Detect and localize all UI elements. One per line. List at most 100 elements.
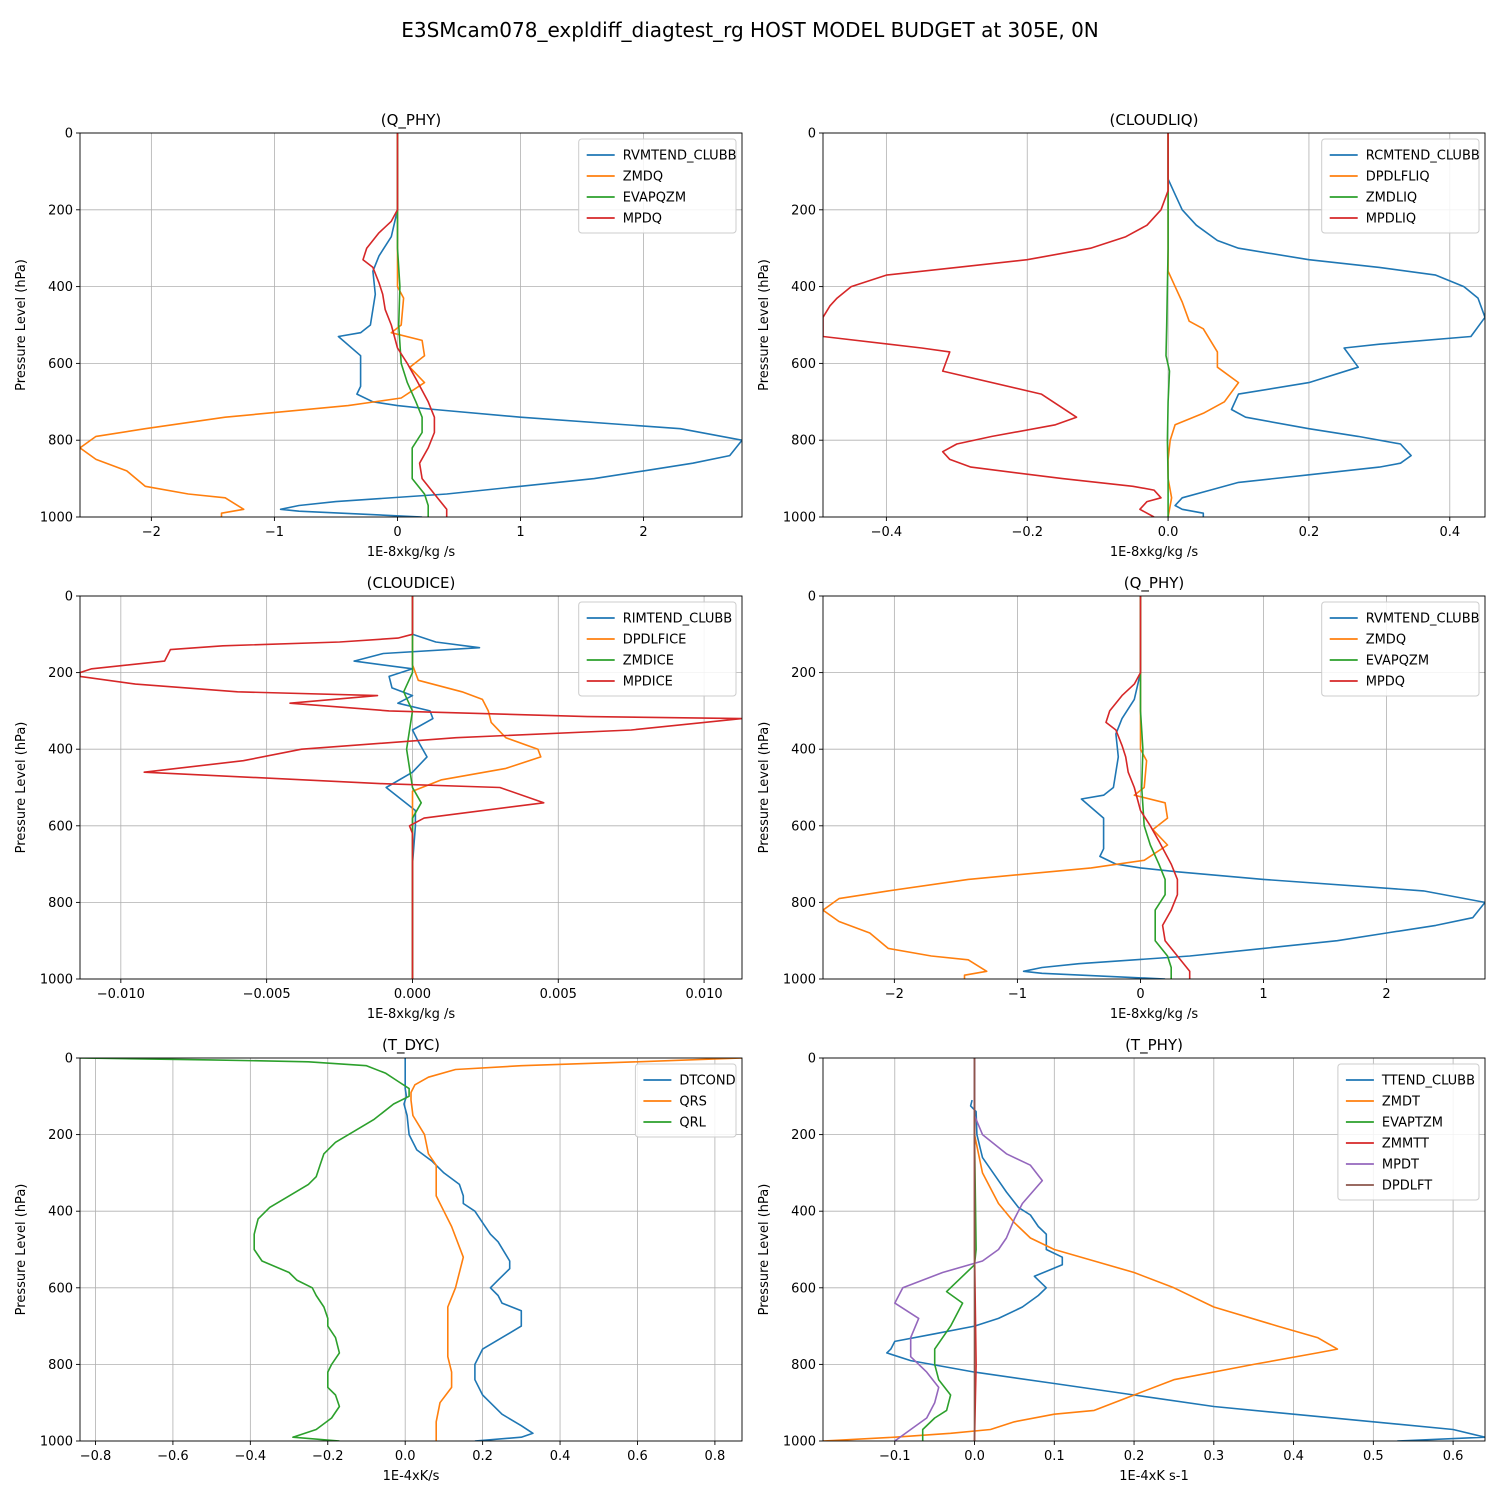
legend-label: RIMTEND_CLUBB [623,612,733,627]
axes-frame [79,1057,743,1442]
y-tick-label: 400 [791,280,816,295]
legend-label: MPDLIQ [1366,212,1416,227]
series-line-dtcond [403,1058,534,1441]
legend-label: ZMDQ [623,170,663,185]
x-tick-label: 2 [639,525,647,540]
series-line-mpdliq [823,133,1169,517]
legend-label: DPDLFLIQ [1366,170,1430,185]
y-tick-label: 0 [65,1052,73,1067]
series-line-qrl [80,1058,410,1441]
y-tick-label: 200 [791,666,816,681]
legend-label: MPDQ [623,212,662,227]
x-tick-label: 0.2 [1124,1449,1145,1464]
legend: TTEND_CLUBB ZMDT EVAPTZM ZMMTT MPDT DPDLFT [1337,1063,1480,1201]
legend-label: TTEND_CLUBB [1381,1074,1475,1089]
axes-frame [822,1057,1486,1442]
y-tick-label: 1000 [783,1435,816,1450]
legend: RCMTEND_CLUBB DPDLFLIQ ZMDLIQ MPDLIQ [1321,138,1480,234]
y-tick-label: 800 [48,434,73,449]
y-axis-label: Pressure Level (hPa) [757,1184,772,1316]
x-tick-label: 0.0 [395,1449,416,1464]
y-tick-label: 200 [791,203,816,218]
legend-label: ZMDICE [623,654,674,669]
x-tick-label: 0.4 [1439,525,1460,540]
panel-title: (T_PHY) [1125,1036,1183,1055]
x-axis-label: 1E-8xkg/kg /s [367,545,456,560]
axes-frame [822,595,1486,980]
series-group [823,1058,1485,1441]
legend-label: DTCOND [679,1074,735,1089]
x-tick-label: 0.2 [1299,525,1320,540]
y-tick-label: 600 [48,357,73,372]
series-line-mpdice [80,596,742,979]
legend-label: RCMTEND_CLUBB [1366,149,1480,164]
x-tick-label: 2 [1382,987,1390,1002]
x-tick-label: −0.4 [235,1449,267,1464]
panel-title: (CLOUDLIQ) [1110,111,1199,129]
x-tick-label: −0.010 [97,987,145,1002]
legend-label: ZMDT [1382,1095,1420,1110]
legend-label: EVAPQZM [623,191,686,206]
series-line-mpdq [1105,596,1191,979]
series-line-mpdt [893,1058,1044,1441]
x-tick-label: 0.6 [627,1449,648,1464]
legend-label: RVMTEND_CLUBB [1366,612,1480,627]
y-tick-label: 0 [808,1052,816,1067]
y-tick-label: 800 [791,434,816,449]
series-line-rvmtend-clubb [279,133,742,517]
panel-6: −0.1 0.0 0.1 0.2 0.3 0.4 0.5 0.6 0 200 400 600 800 10… [757,1036,1486,1484]
y-tick-label: 0 [65,590,73,605]
x-tick-label: 0.3 [1203,1449,1224,1464]
series-group [80,1058,742,1441]
y-tick-label: 400 [48,743,73,758]
y-tick-label: 400 [791,1205,816,1220]
x-tick-label: −0.4 [871,525,903,540]
y-tick-label: 200 [48,203,73,218]
x-tick-label: 0.010 [685,987,722,1002]
series-line-evapqzm [396,133,430,517]
legend-label: MPDT [1382,1158,1419,1173]
x-tick-label: 0.2 [472,1449,493,1464]
y-tick-label: 600 [791,357,816,372]
x-tick-label: 0.005 [540,987,577,1002]
y-tick-label: 800 [48,1358,73,1373]
series-group [823,596,1485,979]
panel-2: −0.4 −0.2 0.0 0.2 0.4 0 200 400 600 800 1000 (CLOUD… [757,111,1486,560]
figure-title: E3SMcam078_expldiff_diagtest_rg HOST MOD… [401,18,1099,42]
x-axis-label: 1E-8xkg/kg /s [1110,545,1199,560]
legend-label: RVMTEND_CLUBB [623,149,737,164]
legend: RIMTEND_CLUBB DPDLFICE ZMDICE MPDICE [578,601,737,697]
series-line-ttend-clubb [885,1099,1485,1441]
panel-title: (Q_PHY) [1124,574,1185,593]
legend-label: DPDLFICE [623,633,687,648]
y-tick-label: 600 [791,819,816,834]
legend-box [1321,138,1480,234]
x-tick-label: −2 [885,987,904,1002]
series-line-rcmtend-clubb [1167,133,1485,517]
x-tick-label: 0.000 [394,987,431,1002]
x-tick-label: 0 [1136,987,1144,1002]
x-tick-label: 1 [1259,987,1267,1002]
y-tick-label: 800 [48,896,73,911]
legend-label: ZMDLIQ [1366,191,1417,206]
panel-5: −0.8 −0.6 −0.4 −0.2 0.0 0.2 0.4 0.6 0.8 0 200 400 60… [14,1036,743,1484]
panel-title: (Q_PHY) [381,111,442,130]
axes-frame [79,132,743,518]
panel-title: (CLOUDICE) [367,574,456,592]
y-tick-label: 400 [48,1205,73,1220]
legend-label: ZMMTT [1382,1137,1429,1152]
y-tick-label: 400 [791,743,816,758]
y-tick-label: 200 [48,1128,73,1143]
y-tick-label: 1000 [783,973,816,988]
x-axis-label: 1E-8xkg/kg /s [367,1007,456,1022]
series-line-rvmtend-clubb [1022,596,1485,979]
series-group [80,133,742,517]
y-tick-label: 1000 [40,973,73,988]
legend-box [578,138,737,234]
legend-label: QRS [679,1095,707,1110]
x-tick-label: 1 [516,525,524,540]
legend-box [1321,601,1480,697]
legend-label: EVAPTZM [1382,1116,1443,1131]
series-group [823,133,1485,517]
